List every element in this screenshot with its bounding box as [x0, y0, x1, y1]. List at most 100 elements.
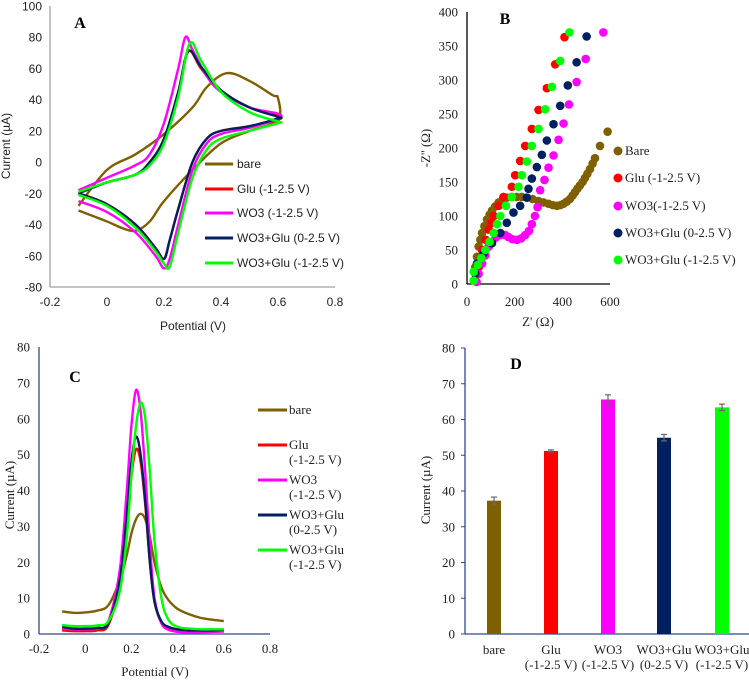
legend-label: WO3+Glu (-1-2.5 V): [237, 256, 344, 270]
y-tick-label: 0: [452, 277, 459, 292]
bar: [715, 407, 729, 634]
y-tick-label: 250: [439, 107, 459, 122]
y-tick-label: 60: [442, 412, 455, 427]
data-point: [515, 201, 525, 211]
data-point: [572, 58, 581, 67]
x-tick-label: 0.6: [216, 641, 233, 656]
data-point: [540, 175, 549, 185]
y-tick-label: 20: [17, 555, 30, 570]
panel-label: A: [74, 15, 86, 32]
series-line: [78, 40, 283, 270]
y-tick-label: 300: [439, 73, 459, 88]
y-tick-label: 0: [24, 627, 31, 642]
y-tick-label: 100: [22, 0, 42, 14]
legend-label: WO3+Glu (0-2.5 V): [237, 231, 340, 245]
data-point: [555, 56, 565, 66]
data-point: [564, 100, 574, 109]
data-point: [477, 253, 486, 263]
data-point: [590, 153, 600, 163]
data-point: [540, 104, 550, 114]
legend-label: bare: [237, 157, 261, 171]
x-tick-label: 600: [600, 294, 620, 309]
data-point: [527, 174, 537, 183]
y-tick-label: 80: [29, 31, 43, 45]
data-point: [499, 192, 508, 202]
x-tick-label: 0.8: [327, 295, 344, 309]
category-label: (-1-2.5 V): [582, 657, 634, 672]
data-point: [603, 127, 612, 136]
panel-label: B: [500, 11, 511, 28]
data-point: [527, 219, 537, 229]
legend-label: WO3+Glu (0-2.5 V): [625, 225, 731, 240]
data-point: [559, 119, 568, 128]
data-point: [469, 267, 478, 277]
data-point: [549, 119, 558, 129]
y-tick-label: -60: [25, 249, 43, 263]
legend-label: Glu (-1-2.5 V): [237, 182, 310, 196]
y-axis-label: Current (µA): [0, 113, 13, 179]
legend-label: WO3+Glu (-1-2.5 V): [625, 252, 736, 267]
data-point: [599, 28, 608, 37]
x-axis-label: Potential (V): [160, 319, 226, 333]
y-axis-label: -Z'' (Ω): [418, 129, 433, 168]
data-point: [485, 237, 494, 247]
series-line: [78, 49, 283, 261]
data-point: [489, 211, 498, 221]
y-tick-label: 30: [17, 519, 30, 534]
y-axis-label: Current (µA): [418, 456, 433, 525]
x-tick-label: 0.8: [262, 641, 278, 656]
bar: [544, 450, 558, 634]
y-tick-label: 60: [29, 62, 43, 76]
series-line: [61, 401, 224, 631]
category-label: (-1-2.5 V): [696, 657, 748, 672]
panel-a: A -80 -60 -40 -20 0 20 40 60 80 100 -0.2 0 0.2 0.4 0.6 0…: [0, 0, 344, 333]
bar: [601, 399, 615, 634]
bar: [657, 437, 671, 634]
data-point: [565, 28, 574, 37]
series-line: [62, 388, 224, 634]
x-tick-label: 0.2: [123, 641, 139, 656]
legend-label: Glu: [289, 437, 309, 452]
y-tick-label: 150: [439, 175, 459, 190]
legend-label: WO3+Glu: [289, 542, 344, 557]
data-point: [547, 82, 557, 92]
data-point: [563, 81, 573, 90]
series-line: [61, 435, 224, 632]
data-point: [527, 124, 537, 134]
legend-label: WO3+Glu: [289, 507, 344, 522]
y-tick-label: 100: [439, 209, 459, 224]
legend-marker: [613, 201, 623, 211]
x-tick-label: 0: [464, 294, 471, 309]
data-point: [522, 193, 532, 202]
x-tick-label: -0.2: [40, 295, 61, 309]
y-tick-label: 0: [35, 156, 42, 170]
data-point: [522, 157, 532, 166]
data-point: [542, 136, 552, 145]
y-tick-label: 50: [445, 243, 458, 258]
data-point: [492, 219, 502, 229]
data-point: [520, 141, 530, 151]
legend-label: (-1-2.5 V): [289, 452, 341, 467]
category-label: (-1-2.5 V): [525, 657, 577, 672]
data-point: [530, 211, 540, 221]
data-point: [494, 201, 503, 211]
data-point: [524, 184, 533, 194]
legend-marker: [613, 146, 623, 156]
legend-label: Bare: [625, 143, 650, 158]
legend-label: WO3: [289, 472, 317, 487]
bar: [487, 500, 501, 634]
data-point: [507, 192, 517, 202]
y-tick-label: 40: [442, 484, 455, 499]
data-point: [517, 170, 527, 180]
legend-label: (0-2.5 V): [289, 522, 337, 537]
y-tick-label: 50: [17, 447, 30, 462]
legend-marker: [613, 255, 623, 265]
legend-label: (-1-2.5 V): [289, 487, 341, 502]
data-point: [535, 185, 545, 195]
data-point: [510, 170, 520, 180]
y-tick-label: 20: [442, 555, 455, 570]
data-point: [572, 77, 581, 87]
y-tick-label: 50: [442, 448, 455, 463]
